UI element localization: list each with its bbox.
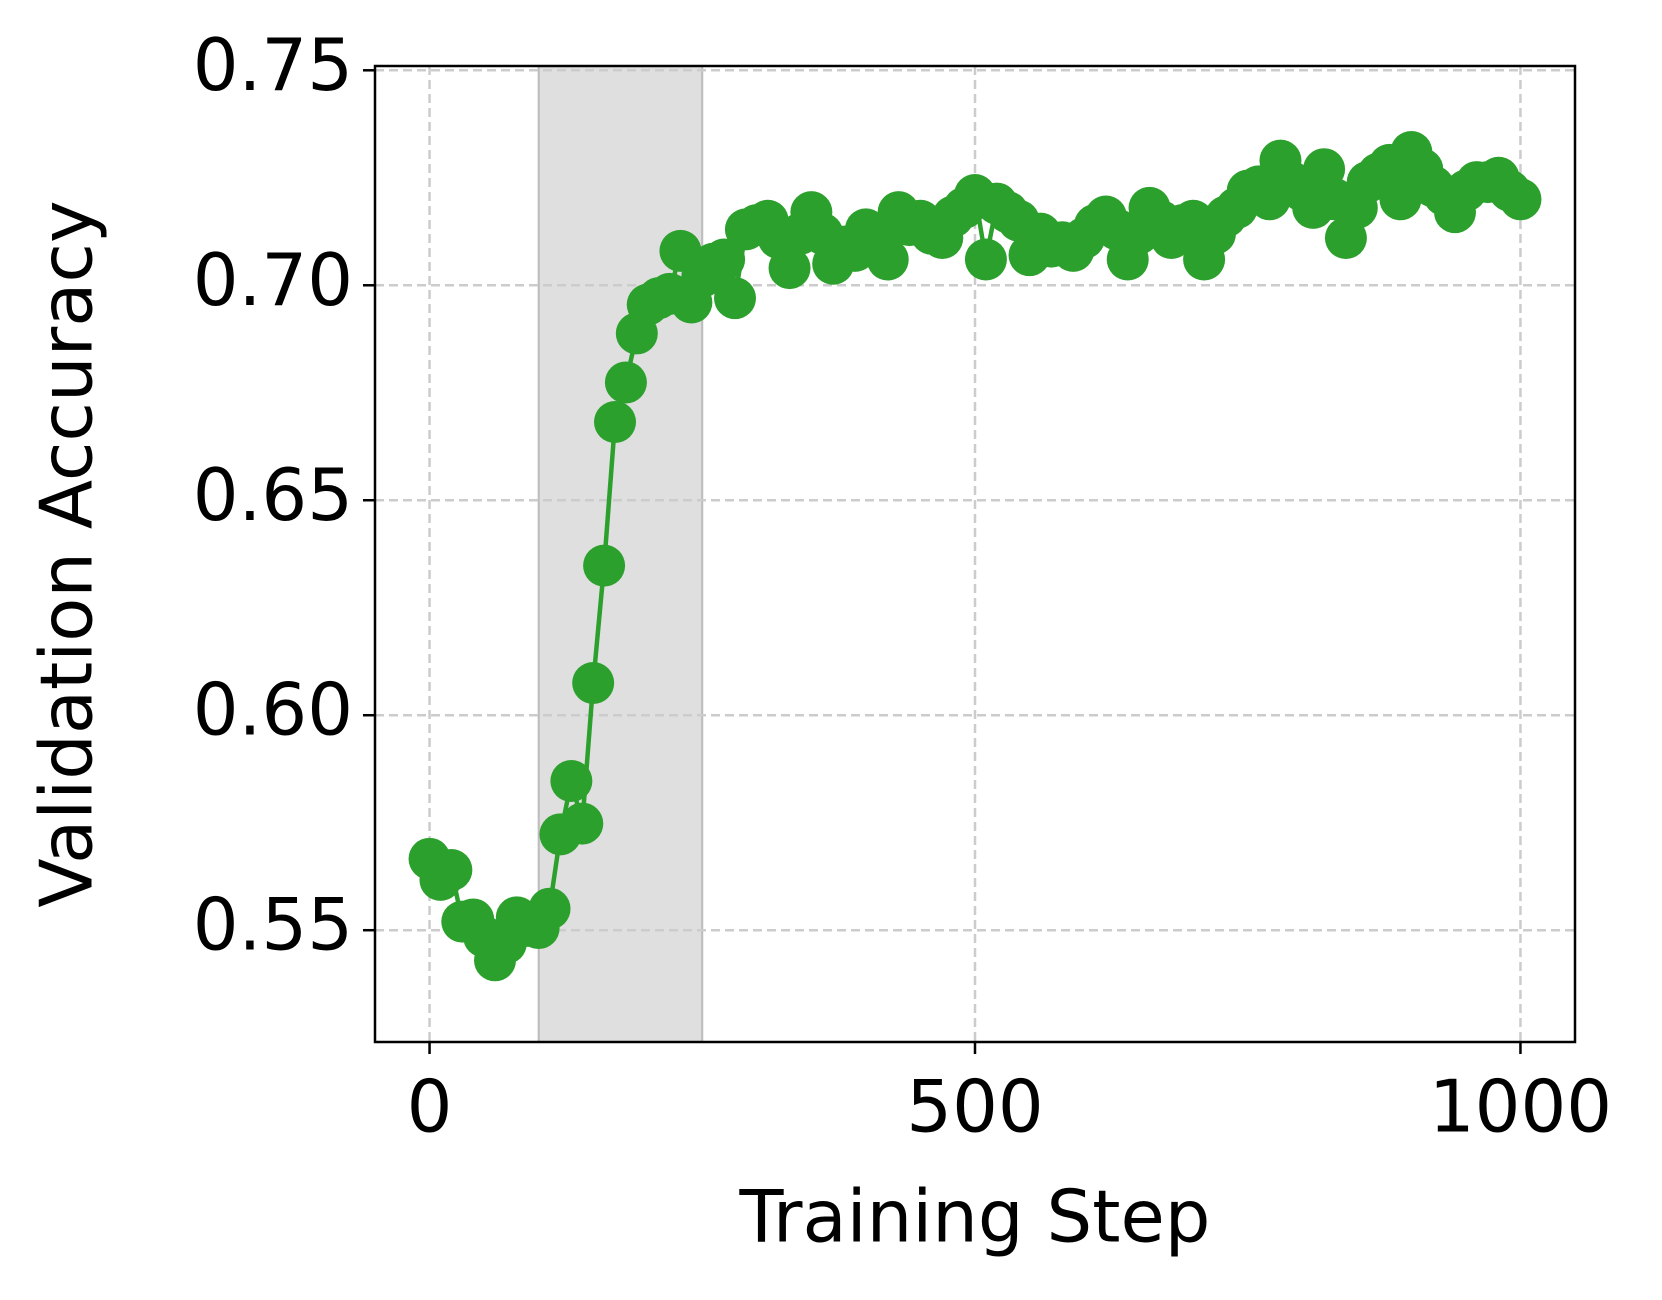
data-point xyxy=(768,247,811,290)
y-tick-label: 0.75 xyxy=(193,23,353,107)
data-point xyxy=(572,661,615,704)
data-point xyxy=(964,238,1007,281)
y-axis-label: Validation Accuracy xyxy=(25,200,109,907)
data-point xyxy=(1499,178,1542,221)
data-point xyxy=(550,760,593,803)
plot-frame xyxy=(373,64,1577,1044)
data-point xyxy=(703,238,746,281)
y-tick-label: 0.55 xyxy=(193,883,353,967)
x-tick-label: 500 xyxy=(906,1065,1043,1149)
x-tick-label: 0 xyxy=(407,1065,453,1149)
y-tick-label: 0.70 xyxy=(193,238,353,322)
data-point xyxy=(1379,178,1422,221)
data-point xyxy=(866,238,909,281)
y-tick-label: 0.60 xyxy=(193,668,353,752)
data-point xyxy=(714,277,756,320)
data-point xyxy=(583,544,626,587)
data-point xyxy=(594,401,636,444)
data-point xyxy=(430,849,473,892)
x-axis-label: Training Step xyxy=(739,1175,1211,1259)
data-point xyxy=(528,887,571,930)
data-point xyxy=(561,802,604,845)
data-point xyxy=(604,361,647,404)
x-tick-label: 1000 xyxy=(1429,1065,1612,1149)
y-tick-label: 0.65 xyxy=(193,453,353,537)
